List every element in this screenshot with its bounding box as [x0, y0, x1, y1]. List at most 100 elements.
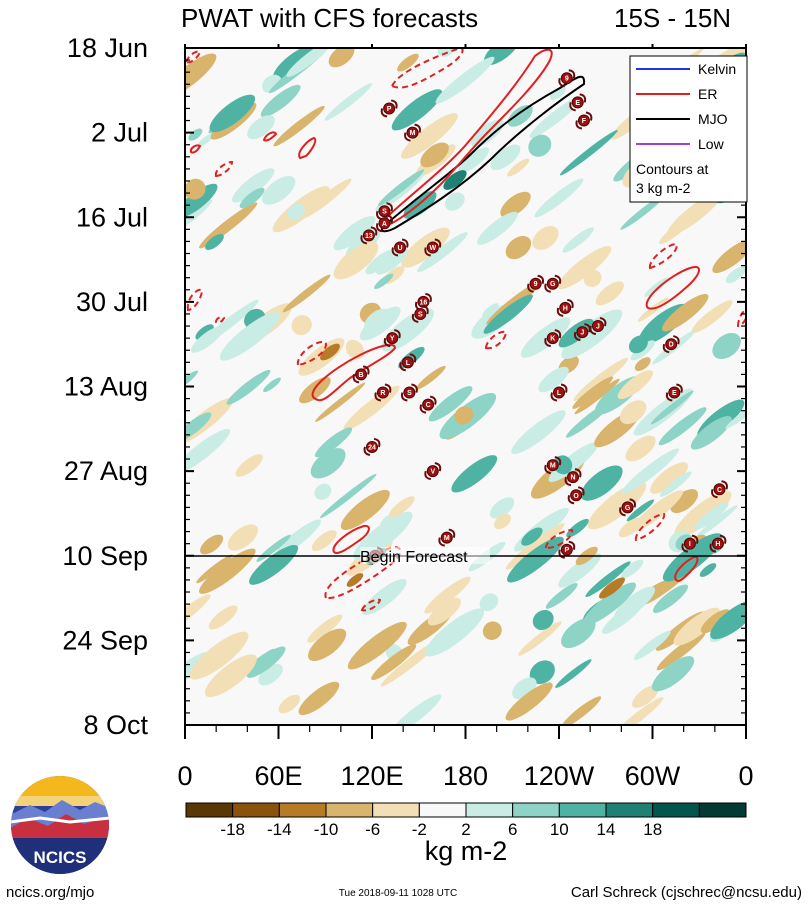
- anomaly-patch: [549, 86, 566, 100]
- anomaly-patch: [630, 490, 684, 532]
- storm-label: 9: [534, 281, 538, 288]
- storm-label: Y: [390, 336, 395, 343]
- anomaly-patch: [315, 382, 366, 422]
- anomaly-patch: [521, 527, 543, 546]
- storm-marker: I: [681, 534, 699, 553]
- colorbar-tick-label: -18: [220, 820, 245, 839]
- anomaly-patch: [505, 235, 532, 260]
- storm-label: 16: [420, 299, 428, 306]
- anomaly-patch: [197, 133, 215, 147]
- storm-label: E: [672, 390, 677, 397]
- ncics-logo: NCICS: [11, 776, 109, 874]
- x-tick-label: 180: [443, 761, 488, 791]
- anomaly-patch: [626, 499, 655, 522]
- anomaly-patch: [634, 630, 671, 660]
- colorbar-swatch: [325, 802, 374, 818]
- anomaly-patch: [505, 523, 565, 570]
- storm-marker: D: [662, 335, 680, 354]
- anomaly-patch: [258, 663, 283, 686]
- storm-label: M: [410, 130, 416, 137]
- storm-marker: G: [619, 498, 637, 517]
- anomaly-patch: [314, 427, 353, 458]
- anomaly-core: [699, 563, 717, 577]
- anomaly-patch: [634, 357, 651, 372]
- storm-marker: G: [544, 274, 562, 293]
- anomaly-patch: [417, 232, 468, 273]
- anomaly-patch: [656, 631, 706, 671]
- anomaly-patch: [632, 685, 659, 708]
- anomaly-patch: [695, 505, 738, 539]
- storm-label: C: [717, 487, 722, 494]
- y-tick-label: 8 Oct: [83, 710, 148, 740]
- anomaly-patch: [328, 48, 355, 68]
- storm-marker: L: [550, 383, 568, 402]
- anomaly-patch: [489, 497, 515, 519]
- storm-label: U: [398, 245, 403, 252]
- anomaly-patch: [505, 682, 553, 721]
- anomaly-patch: [205, 234, 224, 250]
- storm-marker: S: [376, 202, 393, 221]
- anomaly-patch: [694, 502, 729, 530]
- anomaly-patch: [374, 273, 394, 290]
- storm-marker: E: [665, 383, 683, 402]
- storm-label: A: [382, 221, 387, 228]
- storm-label: G: [550, 281, 556, 288]
- storm-label: P: [387, 106, 392, 113]
- anomaly-patch: [191, 326, 224, 353]
- colorbar: -18 -14 -10 -6 -2 2 6 10 14 18: [185, 802, 747, 839]
- anomaly-patch: [227, 524, 258, 551]
- anomaly-patch: [585, 561, 631, 598]
- storm-marker: C: [711, 480, 728, 499]
- anomaly-patch: [185, 199, 212, 233]
- er-negative-contour: [185, 50, 202, 64]
- storm-marker: W: [424, 238, 442, 257]
- er-negative-contour: [360, 598, 382, 612]
- anomaly-patch: [587, 481, 647, 530]
- er-contour: [298, 136, 317, 160]
- anomaly-patch: [555, 659, 592, 688]
- colorbar-swatch: [605, 802, 654, 818]
- anomaly-patch: [324, 83, 373, 121]
- anomaly-patch: [300, 178, 352, 220]
- anomaly-patch: [659, 471, 692, 497]
- er-negative-contour: [214, 316, 226, 324]
- anomaly-patch: [561, 696, 602, 725]
- storm-marker: J: [573, 323, 591, 342]
- anomaly-patch: [574, 378, 620, 415]
- anomaly-patch: [451, 455, 498, 493]
- anomaly-patch: [377, 169, 425, 206]
- anomaly-patch: [613, 697, 664, 725]
- storm-label: P: [564, 547, 569, 554]
- anomaly-patch: [712, 332, 741, 360]
- colorbar-swatch: [698, 802, 747, 818]
- anomaly-patch: [208, 605, 238, 630]
- storm-marker: M: [544, 456, 562, 475]
- storm-label: S: [407, 390, 412, 397]
- storm-label: L: [406, 360, 411, 367]
- anomaly-patch: [573, 357, 629, 401]
- storm-marker: 9: [527, 274, 545, 293]
- anomaly-patch: [287, 203, 305, 221]
- anomaly-patch: [239, 187, 265, 209]
- er-negative-contour: [544, 528, 574, 550]
- colorbar-swatch: [372, 802, 420, 818]
- storm-marker: M: [438, 528, 456, 547]
- anomaly-patch: [232, 168, 275, 203]
- anomaly-patch: [670, 489, 699, 514]
- anomaly-patch: [482, 621, 502, 640]
- colorbar-swatch: [278, 802, 327, 818]
- anomaly-patch: [674, 490, 732, 538]
- anomaly-patch: [298, 681, 340, 716]
- anomaly-patch: [545, 583, 578, 609]
- chart-title: PWAT with CFS forecasts: [181, 3, 478, 33]
- anomaly-patch: [553, 455, 573, 475]
- ncics-logo-text: NCICS: [34, 848, 87, 867]
- x-tick-label: 0: [738, 761, 753, 791]
- anomaly-patch: [620, 193, 667, 230]
- legend-label-mjo: MJO: [698, 111, 728, 127]
- anomaly-patch: [365, 249, 396, 275]
- anomaly-patch: [249, 544, 299, 585]
- anomaly-patch: [424, 608, 485, 657]
- anomaly-patch: [391, 89, 443, 131]
- anomaly-patch: [427, 597, 461, 626]
